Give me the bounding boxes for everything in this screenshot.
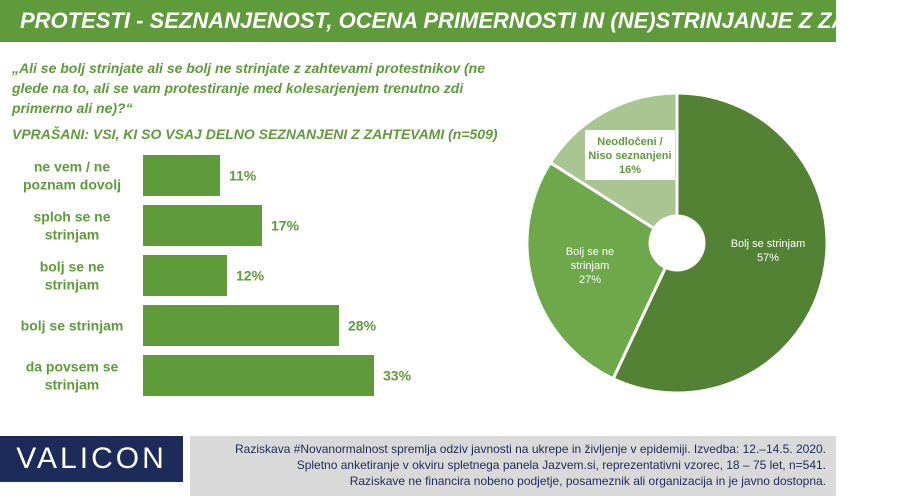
category-label: bolj se ne strinjam <box>40 259 105 293</box>
category-label: ne vem / ne poznam dovolj <box>23 159 121 193</box>
bar <box>143 205 262 246</box>
slice-label: Bolj se ne strinjam 27% <box>566 246 614 286</box>
bar <box>143 155 220 196</box>
bar-chart: ne vem / ne poznam dovolj 11% sploh se ne st… <box>21 155 412 396</box>
bar <box>143 355 374 396</box>
slice-label-box <box>585 130 675 180</box>
value-label: 17% <box>271 218 300 234</box>
slice-label-box <box>557 240 623 290</box>
footer-line: Raziskave ne financira nobeno podjetje, … <box>349 474 826 488</box>
footer-line: Spletno anketiranje v okviru spletnega p… <box>296 458 826 472</box>
category-label: sploh se ne strinjam <box>33 209 110 243</box>
value-label: 33% <box>383 368 412 384</box>
value-label: 12% <box>236 268 265 284</box>
page-title: PROTESTI - SEZNANJENOST, OCENA PRIMERNOS… <box>0 0 913 42</box>
value-label: 28% <box>348 318 377 334</box>
slice-label-box <box>725 232 811 268</box>
bar <box>143 255 227 296</box>
footer-note: Raziskava #Novanormalnost spremlja odziv… <box>190 436 836 496</box>
bar <box>143 305 339 346</box>
pie-slice <box>611 91 829 395</box>
respondent-base: VPRAŠANI: VSI, KI SO VSAJ DELNO SEZNANJE… <box>12 126 498 142</box>
survey-question: „Ali se bolj strinjate ali se bolj ne st… <box>12 60 486 116</box>
category-label: bolj se strinjam <box>21 318 124 334</box>
footer-line: Raziskava #Novanormalnost spremlja odziv… <box>235 442 826 456</box>
category-label: da povsem se strinjam <box>26 359 119 393</box>
value-label: 11% <box>229 168 257 184</box>
valicon-logo: VALICON <box>0 436 183 482</box>
slice-label: Neodločeni / Niso seznanjeni 16% <box>588 136 671 176</box>
pie-chart: Bolj se strinjam 57% Bolj se ne strinjam 27%… <box>525 91 829 395</box>
slice-label: Bolj se strinjam 57% <box>731 238 806 264</box>
